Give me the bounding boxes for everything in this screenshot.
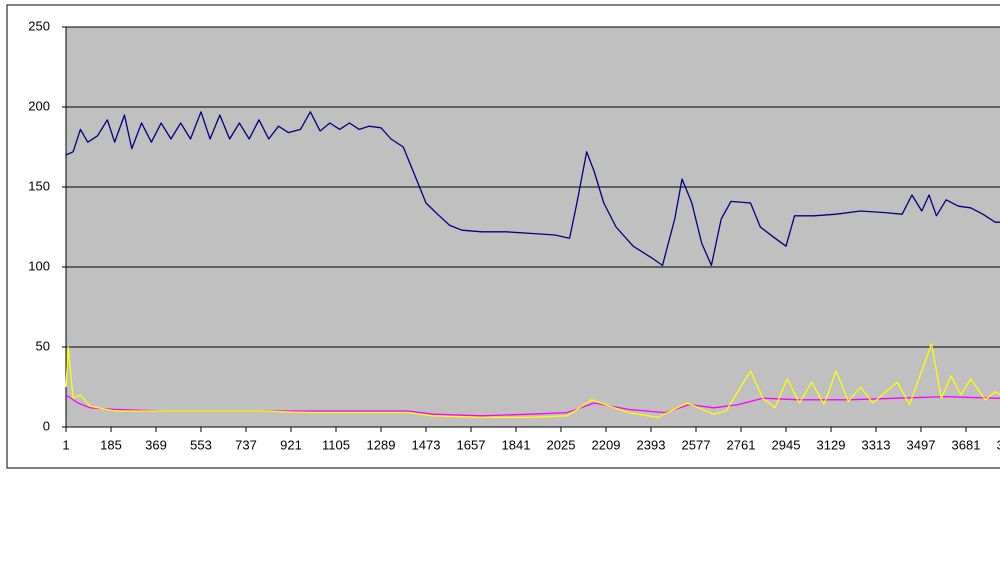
x-tick-label: 1473 [412, 437, 441, 452]
x-tick-label: 2393 [637, 437, 666, 452]
x-tick-label: 2761 [727, 437, 756, 452]
y-tick-label: 100 [28, 258, 50, 273]
x-tick-label: 1289 [367, 437, 396, 452]
x-tick-label: 2945 [772, 437, 801, 452]
x-tick-label: 3681 [952, 437, 981, 452]
series-line [65, 343, 1000, 419]
x-tick-label: 1657 [457, 437, 486, 452]
x-tick-label: 2209 [592, 437, 621, 452]
x-tick-label: 3497 [907, 437, 936, 452]
x-tick-label: 1841 [502, 437, 531, 452]
x-tick-label: 3865 [997, 437, 1000, 452]
x-tick-label: 1 [62, 437, 69, 452]
y-tick-label: 150 [28, 178, 50, 193]
x-tick-label: 369 [145, 437, 167, 452]
y-tick-label: 0 [43, 418, 50, 433]
x-tick-label: 3313 [862, 437, 891, 452]
x-tick-label: 921 [280, 437, 302, 452]
y-tick-label: 200 [28, 98, 50, 113]
x-tick-label: 185 [100, 437, 122, 452]
x-tick-label: 737 [235, 437, 257, 452]
x-tick-label: 553 [190, 437, 212, 452]
plot-background [65, 26, 1000, 428]
x-tick-label: 1105 [322, 437, 350, 452]
series-line [65, 111, 1000, 267]
y-tick-label: 250 [28, 18, 50, 33]
x-tick-label: 2025 [547, 437, 576, 452]
x-tick-label: 3129 [817, 437, 846, 452]
x-tick-label: 2577 [682, 437, 711, 452]
y-tick-label: 50 [36, 338, 50, 353]
